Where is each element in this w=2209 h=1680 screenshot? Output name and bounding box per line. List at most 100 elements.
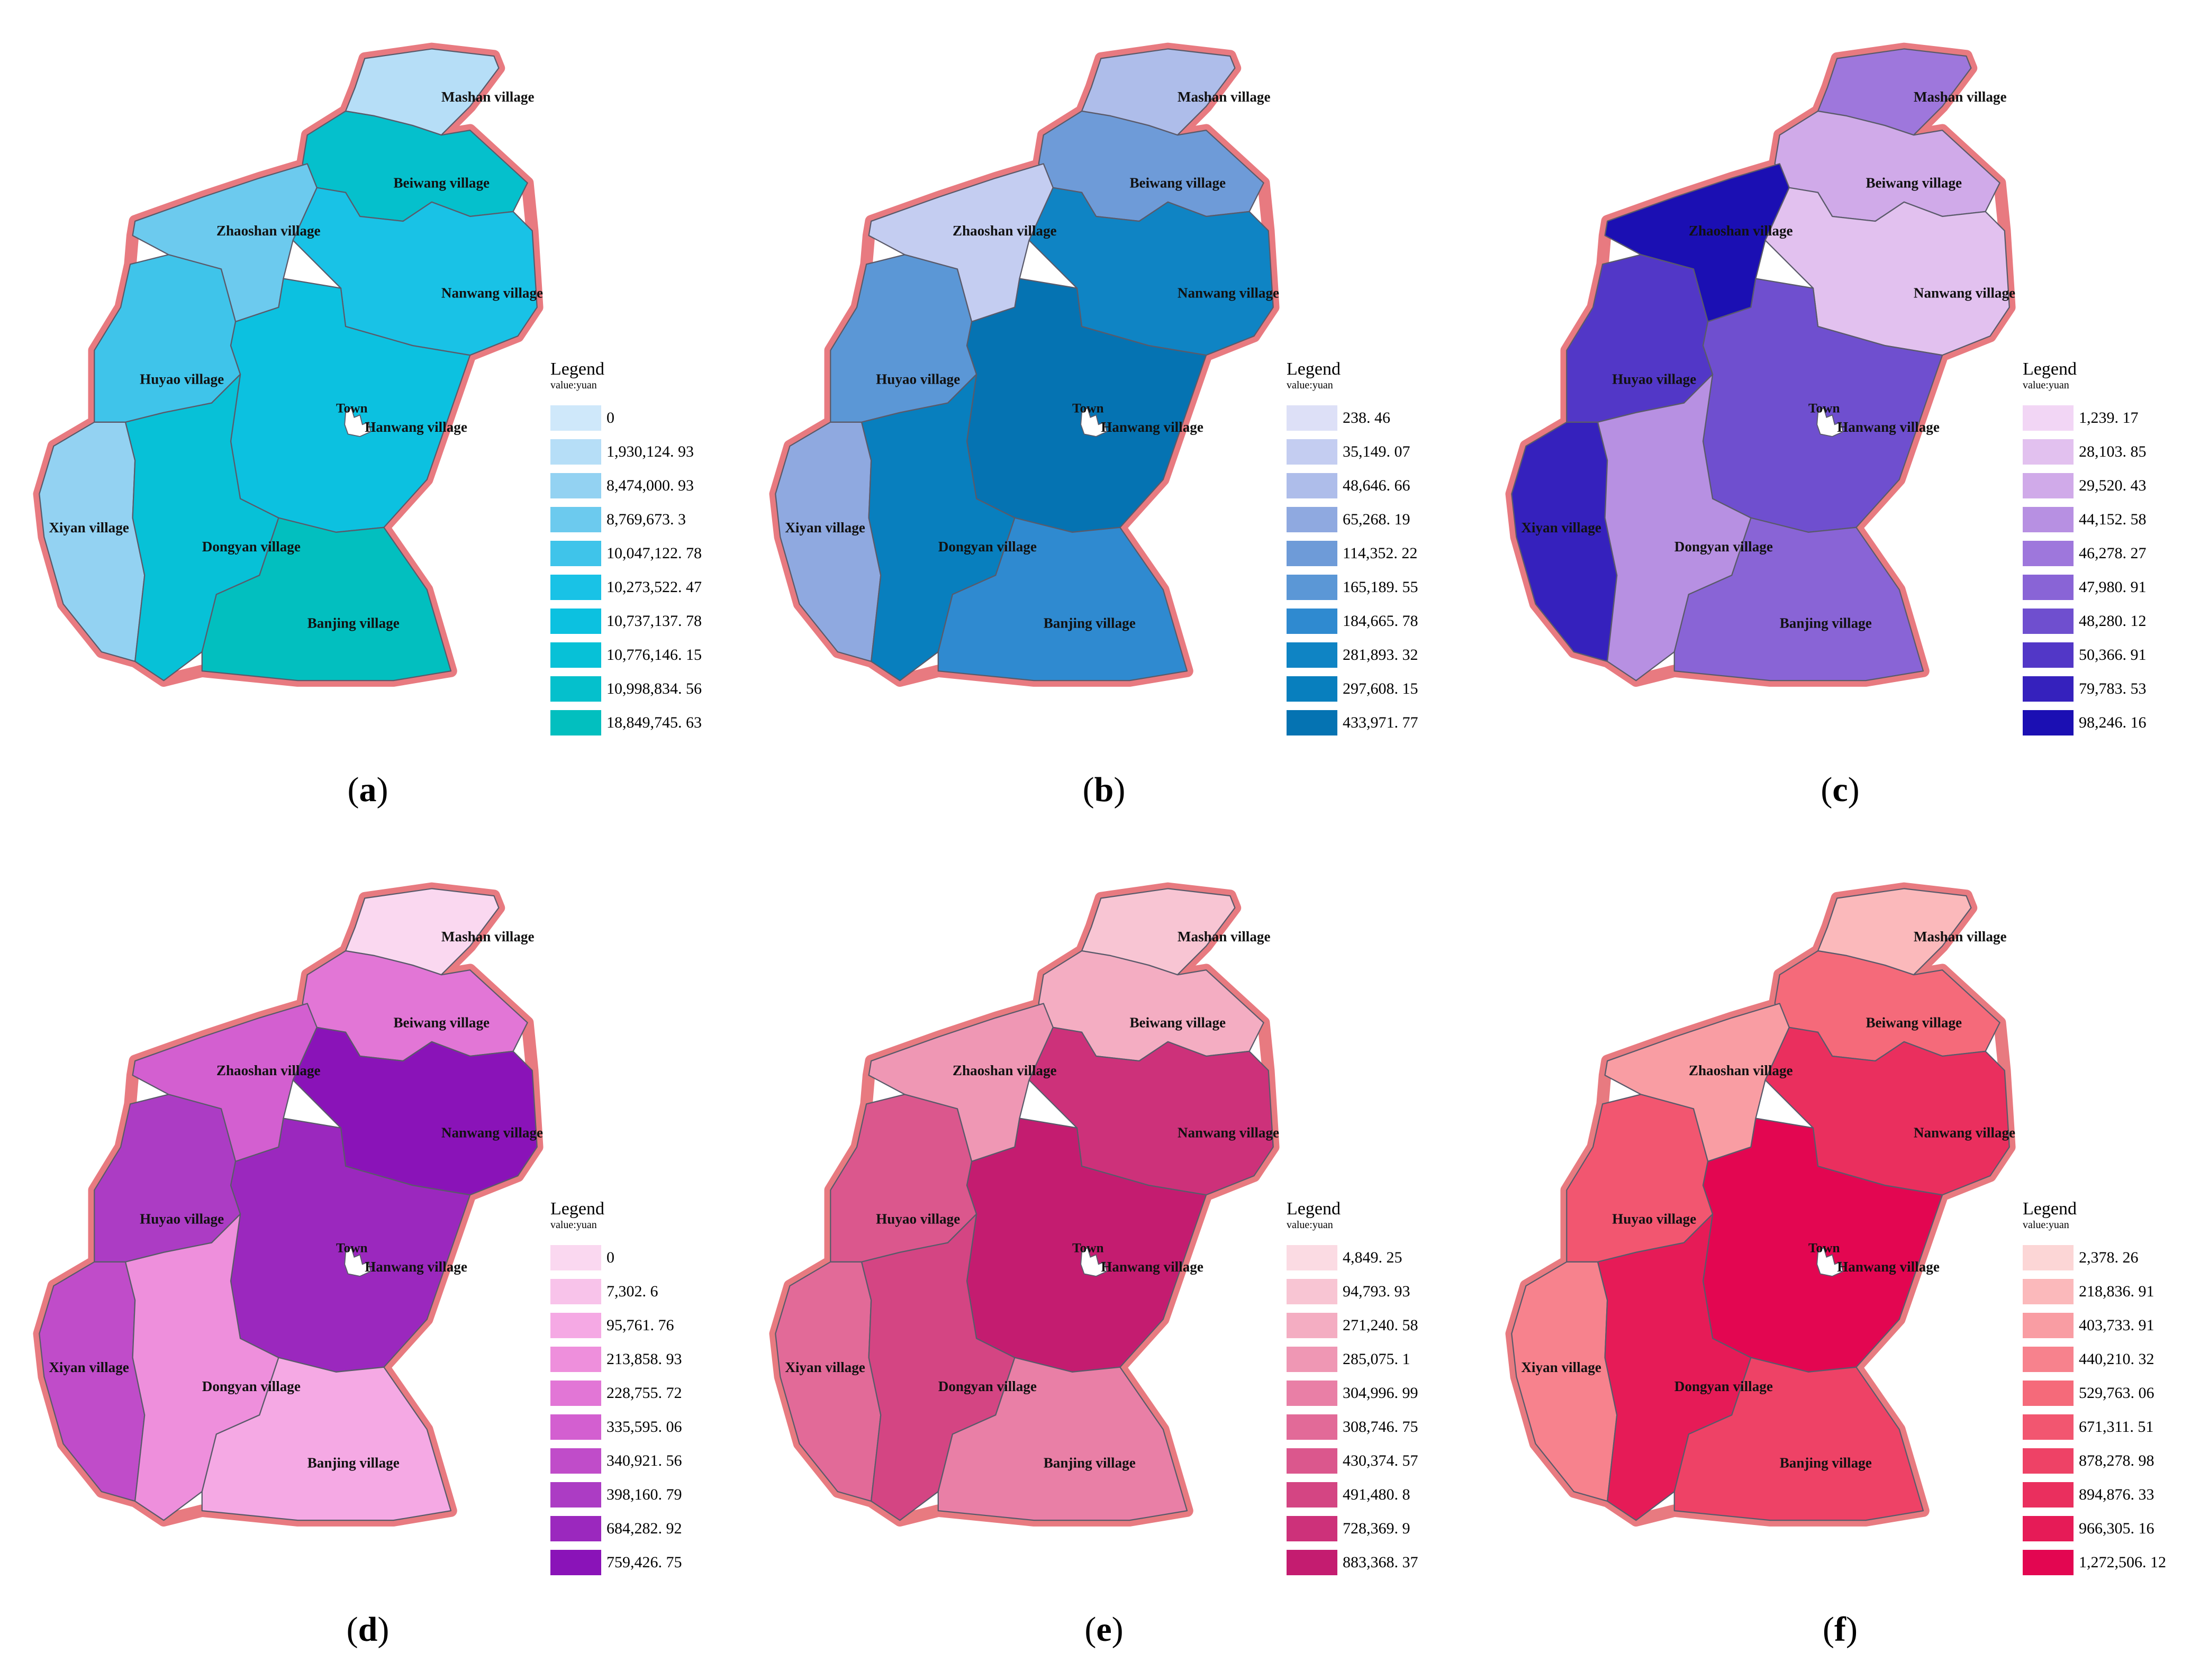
legend-item: 184,665. 78 [1287, 604, 1418, 638]
panel-letter: c [1832, 770, 1848, 809]
legend-value: 8,474,000. 93 [606, 477, 694, 494]
legend-value: 8,769,673. 3 [606, 511, 686, 528]
legend-item: 759,426. 75 [550, 1546, 682, 1579]
legend-item: 529,763. 06 [2023, 1376, 2166, 1410]
legend-swatch [2023, 405, 2074, 431]
legend-item: 340,921. 56 [550, 1444, 682, 1478]
region-banjing [1673, 1357, 1924, 1521]
legend-value: 0 [606, 409, 614, 426]
legend-item: 728,369. 9 [1287, 1512, 1418, 1546]
legend-value: 165,189. 55 [1343, 578, 1418, 596]
region-xiyan [1511, 421, 1618, 662]
legend-value: 297,608. 15 [1343, 680, 1418, 697]
legend-swatch [1287, 1448, 1337, 1474]
legend-item: 10,047,122. 78 [550, 537, 702, 570]
legend-item: 50,366. 91 [2023, 638, 2147, 672]
legend-swatch [1287, 642, 1337, 668]
legend-item: 48,280. 12 [2023, 604, 2147, 638]
legend-swatch [2023, 575, 2074, 600]
legend-swatch [2023, 609, 2074, 634]
label-mashan: Mashan village [1178, 929, 1271, 945]
label-beiwang: Beiwang village [1129, 1015, 1226, 1031]
legend-item: 46,278. 27 [2023, 537, 2147, 570]
legend: Legend value:yuan 0 7,302. 6 95,761. 76 213,8… [550, 1200, 682, 1579]
legend-item: 304,996. 99 [1287, 1376, 1418, 1410]
legend-swatch [1287, 1516, 1337, 1541]
legend-item: 0 [550, 401, 702, 435]
legend-item: 29,520. 43 [2023, 469, 2147, 503]
legend-item: 98,246. 16 [2023, 706, 2147, 740]
label-dongyan: Dongyan village [202, 1378, 301, 1394]
legend-swatch [2023, 1482, 2074, 1508]
legend-swatch [550, 575, 601, 600]
label-zhaoshan: Zhaoshan village [1689, 1063, 1793, 1078]
label-mashan: Mashan village [1914, 929, 2007, 945]
label-nanwang: Nanwang village [1914, 285, 2015, 301]
legend-title: Legend [550, 1199, 604, 1219]
legend-swatch [2023, 1279, 2074, 1304]
region-banjing [1673, 517, 1924, 682]
legend-unit: value:yuan [550, 379, 597, 391]
legend-value: 529,763. 06 [2079, 1384, 2154, 1402]
legend-item: 10,998,834. 56 [550, 672, 702, 706]
legend-item: 213,858. 93 [550, 1342, 682, 1376]
legend-item: 281,893. 32 [1287, 638, 1418, 672]
legend-value: 398,160. 79 [606, 1486, 682, 1503]
legend-item: 966,305. 16 [2023, 1512, 2166, 1546]
label-nanwang: Nanwang village [1178, 1125, 1279, 1141]
legend-item: 398,160. 79 [550, 1478, 682, 1512]
legend-item: 297,608. 15 [1287, 672, 1418, 706]
legend-value: 114,352. 22 [1343, 544, 1418, 562]
panel-caption: (c) [1821, 770, 1860, 809]
label-hanwang: Hanwang village [1101, 419, 1203, 435]
map-e: Mashan village Beiwang village Zhaoshan vi… [769, 882, 1280, 1527]
label-hanwang: Hanwang village [1837, 419, 1940, 435]
panel-caption: (b) [1082, 770, 1126, 809]
legend-value: 10,737,137. 78 [606, 612, 702, 630]
region-xiyan [1511, 1261, 1618, 1502]
label-dongyan: Dongyan village [938, 539, 1037, 555]
legend-swatch [1287, 439, 1337, 465]
legend-swatch [2023, 1550, 2074, 1575]
label-town: Town [1072, 401, 1104, 416]
label-dongyan: Dongyan village [202, 539, 301, 555]
region-banjing [201, 1357, 452, 1521]
legend-swatch [2023, 439, 2074, 465]
legend-value: 2,378. 26 [2079, 1249, 2139, 1266]
map-f: Mashan village Beiwang village Zhaoshan vi… [1505, 882, 2016, 1527]
legend: Legend value:yuan 0 1,930,124. 93 8,474,000.… [550, 360, 702, 740]
legend-value: 48,646. 66 [1343, 477, 1410, 494]
legend-value: 50,366. 91 [2079, 646, 2147, 664]
legend-value: 335,595. 06 [606, 1418, 682, 1436]
legend-item: 10,273,522. 47 [550, 570, 702, 604]
legend-swatch [1287, 1482, 1337, 1508]
label-mashan: Mashan village [441, 929, 535, 945]
legend-value: 271,240. 58 [1343, 1316, 1418, 1334]
region-banjing [937, 517, 1188, 682]
legend-value: 65,268. 19 [1343, 511, 1410, 528]
legend-item: 8,474,000. 93 [550, 469, 702, 503]
legend-swatch [550, 1245, 601, 1270]
legend-swatch [550, 710, 601, 735]
legend-value: 35,149. 07 [1343, 443, 1410, 460]
panel-letter: d [358, 1610, 378, 1649]
town-area [1080, 1247, 1108, 1277]
map-b: Mashan village Beiwang village Zhaoshan vi… [769, 42, 1280, 687]
label-zhaoshan: Zhaoshan village [216, 1063, 321, 1078]
legend-unit: value:yuan [1287, 1219, 1333, 1231]
map-panel-a: Mashan village Beiwang village Zhaoshan vi… [0, 0, 736, 840]
label-beiwang: Beiwang village [1866, 1015, 1962, 1031]
legend-unit: value:yuan [550, 1219, 597, 1231]
label-xiyan: Xiyan village [49, 1359, 129, 1375]
legend-swatch [550, 1482, 601, 1508]
legend-item: 684,282. 92 [550, 1512, 682, 1546]
legend-item: 491,480. 8 [1287, 1478, 1418, 1512]
town-area [344, 407, 372, 437]
label-xiyan: Xiyan village [785, 1359, 865, 1375]
legend-value: 1,239. 17 [2079, 409, 2139, 426]
legend-value: 218,836. 91 [2079, 1283, 2154, 1300]
label-dongyan: Dongyan village [938, 1378, 1037, 1394]
label-zhaoshan: Zhaoshan village [953, 223, 1057, 239]
label-banjing: Banjing village [1780, 615, 1872, 631]
legend-swatch [2023, 473, 2074, 498]
